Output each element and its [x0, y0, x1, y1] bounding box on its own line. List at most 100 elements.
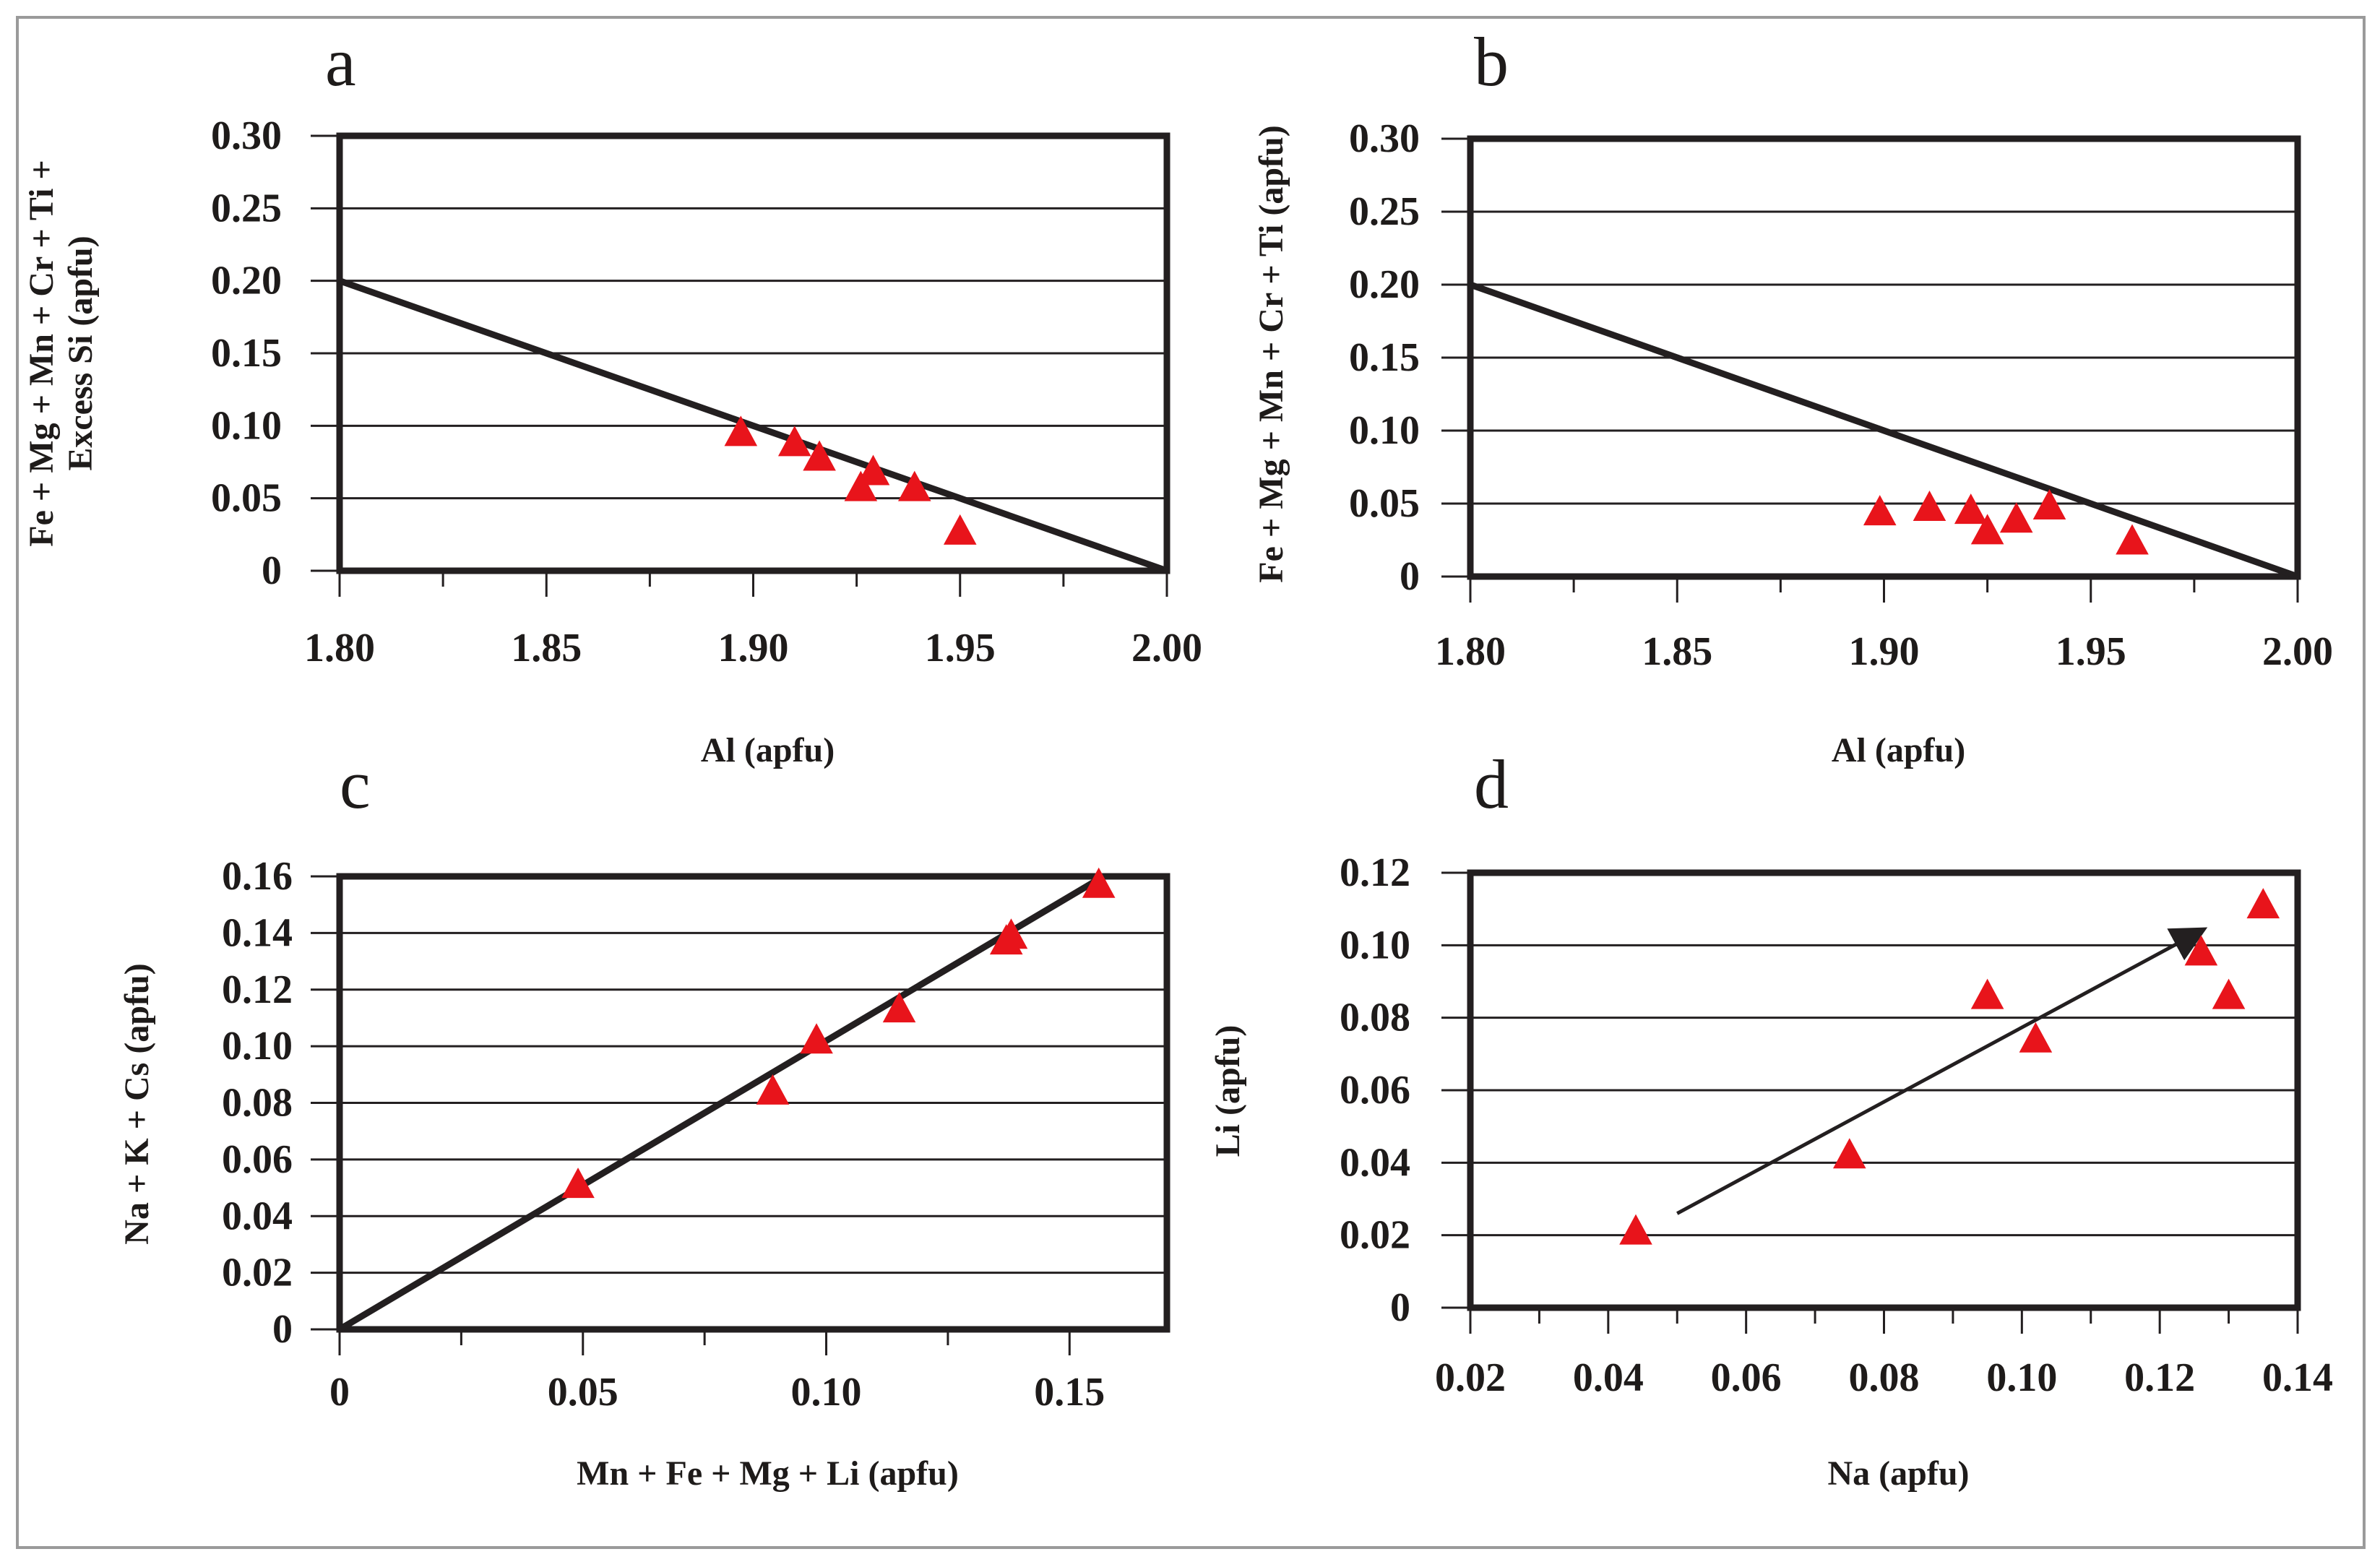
y-tick-label: 0.05	[1349, 481, 1420, 526]
data-point	[856, 454, 890, 486]
data-point	[1619, 1214, 1652, 1245]
data-point	[803, 440, 836, 471]
chart-panel-c: c 0 0.02 0.04 0.06 0.08 0.10 0.12 0.14 0.16 0 0.05 0…	[118, 746, 1170, 1493]
y-tick-label: 0.12	[222, 967, 293, 1012]
data-point	[1832, 1138, 1866, 1169]
x-tick-label: 1.90	[1849, 629, 1920, 674]
y-tick-label: 0.02	[1340, 1213, 1410, 1258]
panel-letter: b	[1474, 23, 1509, 100]
x-tick-label: 1.95	[925, 626, 996, 670]
y-tick-label: 0	[262, 548, 282, 593]
x-tick-label: 1.85	[1642, 629, 1712, 674]
data-point	[897, 470, 931, 501]
trend-arrow	[1676, 927, 2208, 1215]
x-axis-label: Na (apfu)	[1827, 1454, 1969, 1493]
y-tick-label: 0.06	[222, 1137, 293, 1182]
y-tick-label: 0	[272, 1307, 293, 1352]
plot-frame	[1467, 135, 2301, 580]
y-axis-label: Excess Si (apfu)	[61, 236, 100, 470]
chart-panel-a: a 0 0.05 0.10 0.15 0.20 0.25 0.30 1.80 1.85 1.90 1.…	[22, 23, 1202, 769]
data-point	[1970, 514, 2004, 545]
y-tick-label: 0.15	[211, 331, 282, 376]
x-tick-label: 2.00	[1131, 626, 1202, 670]
y-tick-label: 0.15	[1349, 335, 1420, 380]
data-point	[561, 1168, 595, 1199]
x-tick-label: 0	[329, 1370, 350, 1415]
panel-letter: c	[340, 746, 371, 823]
data-point	[756, 1074, 790, 1105]
x-axis-label: Mn + Fe + Mg + Li (apfu)	[577, 1454, 959, 1493]
data-point	[1954, 493, 1988, 525]
y-axis-label: Fe + Mg + Mn + Cr + Ti (apfu)	[1252, 125, 1290, 582]
y-tick-label: 0.30	[211, 113, 282, 158]
plot-frame	[336, 873, 1170, 1333]
data-point	[1863, 495, 1897, 526]
panels-container: a 0 0.05 0.10 0.15 0.20 0.25 0.30 1.80 1.85 1.90 1.…	[22, 23, 2333, 1493]
y-axis-label: Li (apfu)	[1209, 1025, 1247, 1157]
data-point	[2019, 1022, 2053, 1053]
data-point	[1999, 502, 2033, 533]
x-tick-label: 0.05	[548, 1370, 618, 1415]
y-tick-label: 0.30	[1349, 116, 1420, 161]
panel-letter: a	[325, 23, 356, 100]
panel-letter: d	[1474, 746, 1509, 823]
y-axis-label: Fe + Mg + Mn + Cr + Ti +	[22, 160, 61, 546]
y-tick-label: 0.08	[222, 1081, 293, 1126]
y-tick-label: 0.12	[1340, 850, 1410, 895]
data-point	[1082, 867, 1116, 898]
data-point	[2212, 978, 2246, 1009]
data-point	[1913, 491, 1946, 522]
reference-line	[338, 277, 1168, 574]
y-tick-label: 0.20	[211, 259, 282, 303]
x-tick-label: 0.10	[791, 1370, 862, 1415]
data-point	[844, 470, 878, 501]
y-tick-label: 0	[1400, 554, 1420, 599]
x-tick-label: 2.00	[2262, 629, 2333, 674]
x-axis-label: Al (apfu)	[1832, 731, 1965, 769]
y-tick-label: 0.08	[1340, 996, 1410, 1040]
chart-panel-d: d 0 0.02 0.04 0.06 0.08 0.10 0.12 0.02 0.04 0.06 0.…	[1209, 746, 2333, 1493]
x-tick-label: 1.85	[511, 626, 582, 670]
x-tick-label: 0.15	[1034, 1370, 1105, 1415]
y-tick-label: 0.14	[222, 910, 293, 955]
y-tick-label: 0.16	[222, 854, 293, 899]
data-point	[2116, 524, 2149, 555]
x-tick-label: 0.04	[1573, 1355, 1644, 1400]
x-tick-label: 1.90	[718, 626, 789, 670]
x-tick-label: 0.08	[1849, 1355, 1920, 1400]
reference-line	[337, 879, 1096, 1332]
y-tick-label: 0.04	[1340, 1140, 1410, 1185]
y-tick-label: 0.04	[222, 1194, 293, 1238]
y-tick-label: 0.25	[1349, 189, 1420, 234]
data-point	[943, 514, 977, 545]
data-point	[2032, 489, 2066, 520]
data-point	[777, 426, 811, 457]
plot-frame	[336, 132, 1170, 574]
x-tick-label: 1.80	[1435, 629, 1506, 674]
data-point	[994, 918, 1028, 949]
x-tick-label: 0.12	[2124, 1355, 2195, 1400]
data-point	[2246, 888, 2280, 919]
x-tick-label: 1.80	[304, 626, 375, 670]
x-tick-label: 0.06	[1711, 1355, 1782, 1400]
y-axis-label: Na + K + Cs (apfu)	[118, 963, 156, 1244]
data-point	[724, 415, 758, 446]
data-point	[2184, 935, 2218, 966]
y-tick-label: 0.02	[222, 1251, 293, 1295]
x-tick-label: 1.95	[2056, 629, 2126, 674]
y-tick-label: 0.10	[222, 1024, 293, 1069]
x-tick-label: 0.14	[2262, 1355, 2333, 1400]
y-tick-label: 0.20	[1349, 262, 1420, 307]
figure-border	[16, 16, 2366, 1549]
x-tick-label: 0.10	[1986, 1355, 2057, 1400]
y-tick-label: 0	[1390, 1285, 1410, 1330]
x-tick-label: 0.02	[1435, 1355, 1506, 1400]
data-point	[1970, 978, 2004, 1009]
y-tick-label: 0.05	[211, 476, 282, 521]
y-tick-label: 0.10	[1349, 408, 1420, 453]
plot-frame	[1467, 869, 2301, 1311]
reference-line	[1469, 281, 2299, 580]
chart-panel-b: b 0 0.05 0.10 0.15 0.20 0.25 0.30 1.80 1.85 1.90 1.…	[1252, 23, 2333, 769]
x-axis-label: Al (apfu)	[701, 731, 835, 769]
